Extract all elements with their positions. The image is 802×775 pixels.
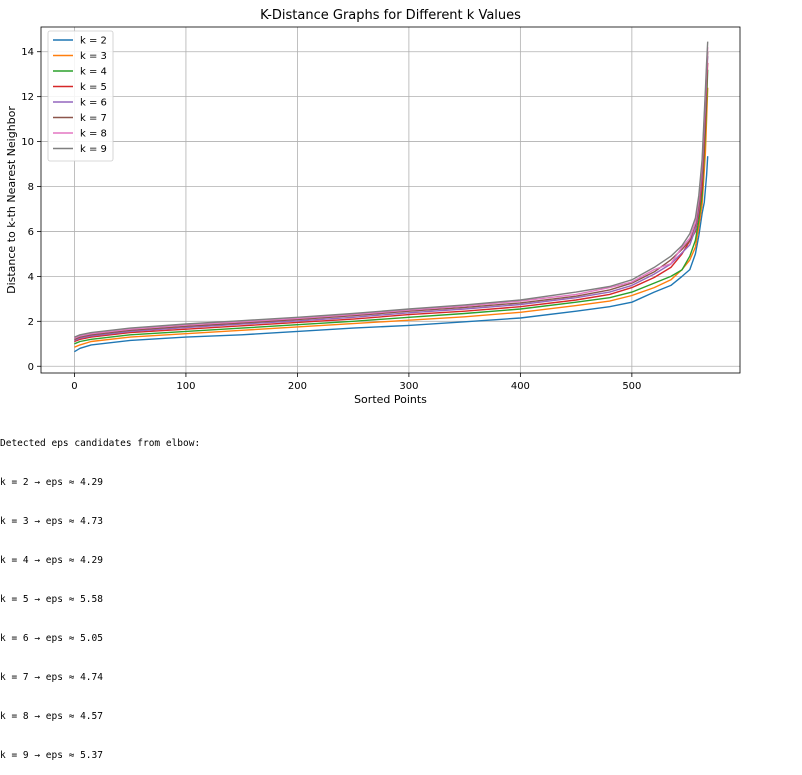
legend-label: k = 7 xyxy=(80,113,107,124)
x-tick-label: 300 xyxy=(399,381,418,392)
y-tick-label: 0 xyxy=(28,362,34,373)
series-line-k3 xyxy=(74,87,709,348)
x-tick-label: 500 xyxy=(622,381,641,392)
legend-label: k = 8 xyxy=(80,129,107,140)
legend-label: k = 5 xyxy=(80,82,107,93)
grid xyxy=(41,27,740,373)
legend-label: k = 6 xyxy=(80,98,107,109)
y-tick-label: 12 xyxy=(21,92,34,103)
legend-label: k = 3 xyxy=(80,51,107,62)
x-tick-label: 400 xyxy=(511,381,530,392)
y-tick-label: 4 xyxy=(28,272,34,283)
legend-label: k = 9 xyxy=(80,144,107,155)
output-heading: Detected eps candidates from elbow: xyxy=(0,438,201,449)
x-tick-label: 0 xyxy=(71,381,77,392)
chart-title: K-Distance Graphs for Different k Values xyxy=(260,8,521,23)
y-tick-label: 10 xyxy=(21,137,34,148)
series-line-k9 xyxy=(74,41,709,338)
y-tick-label: 8 xyxy=(28,182,34,193)
legend-label: k = 4 xyxy=(80,67,107,78)
output-line: k = 7 → eps ≈ 4.74 xyxy=(0,672,103,683)
output-line: k = 6 → eps ≈ 5.05 xyxy=(0,633,103,644)
series-line-k8 xyxy=(74,47,709,339)
output-line: k = 5 → eps ≈ 5.58 xyxy=(0,594,103,605)
plot-frame xyxy=(40,26,741,374)
output-line: k = 8 → eps ≈ 4.57 xyxy=(0,711,103,722)
series-lines xyxy=(74,41,709,353)
series-line-k2 xyxy=(74,156,709,353)
output-line: k = 2 → eps ≈ 4.29 xyxy=(0,477,103,488)
y-tick-label: 14 xyxy=(21,47,34,58)
y-tick-label: 6 xyxy=(28,227,34,238)
x-tick-label: 200 xyxy=(288,381,307,392)
legend: k = 2 k = 3 k = 4 k = 5 k = 6 k = 7 k = 8 k = 9 xyxy=(47,30,114,162)
output-line: k = 3 → eps ≈ 4.73 xyxy=(0,516,103,527)
console-output: Detected eps candidates from elbow: k = … xyxy=(0,411,200,775)
legend-box xyxy=(47,30,114,162)
x-tick-label: 100 xyxy=(176,381,195,392)
output-line: k = 9 → eps ≈ 5.37 xyxy=(0,750,103,761)
x-axis-label: Sorted Points xyxy=(354,393,427,406)
series-line-k7 xyxy=(74,51,709,340)
y-tick-label: 2 xyxy=(28,317,34,328)
y-axis-label: Distance to k-th Nearest Neighbor xyxy=(5,106,18,294)
series-line-k6 xyxy=(74,56,709,342)
k-distance-chart: K-Distance Graphs for Different k Values… xyxy=(5,8,741,406)
output-line: k = 4 → eps ≈ 4.29 xyxy=(0,555,103,566)
axis-ticks: 0 100 200 300 400 500 0 2 4 6 8 10 12 14 xyxy=(21,47,641,392)
legend-label: k = 2 xyxy=(80,36,107,47)
series-line-k4 xyxy=(74,69,709,345)
